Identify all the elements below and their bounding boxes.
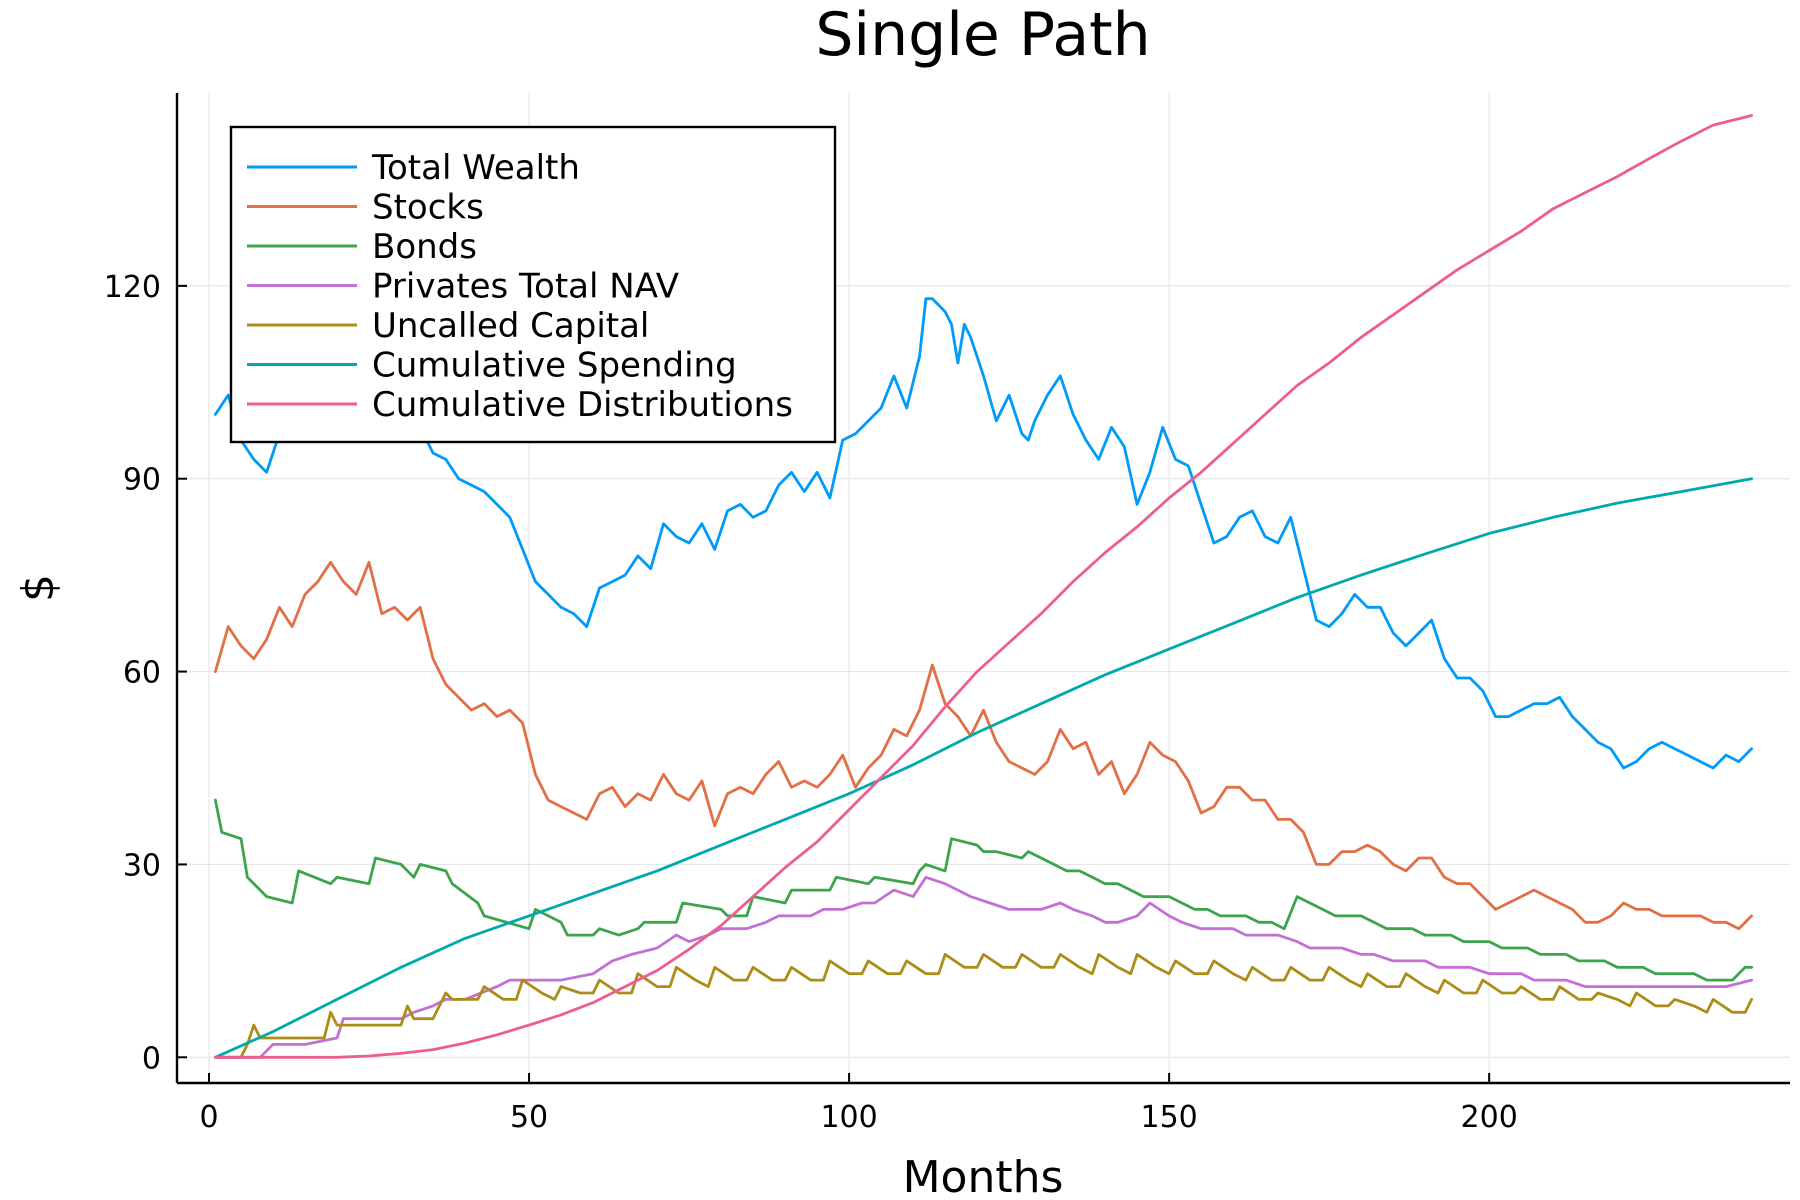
legend-label-cumulative-distributions: Cumulative Distributions [372, 385, 793, 425]
series-line-total-wealth [213, 297, 1753, 770]
series-line-privates-total-nav [213, 875, 1753, 1059]
series-line-cumulative-spending [213, 477, 1753, 1059]
series-line-cumulative-distributions [213, 114, 1753, 1059]
x-tick-label: 100 [820, 1100, 877, 1135]
series-lines [213, 114, 1753, 1059]
x-tick-label: 150 [1140, 1100, 1197, 1135]
y-tick-label: 120 [104, 270, 161, 305]
y-axis-label: $ [13, 574, 64, 602]
legend-label-stocks: Stocks [372, 188, 484, 228]
legend-label-privates-total-nav: Privates Total NAV [372, 267, 679, 307]
x-axis-label: Months [903, 1152, 1064, 1200]
legend-label-cumulative-spending: Cumulative Spending [372, 346, 737, 386]
axes [175, 93, 1790, 1085]
legend-label-uncalled-capital: Uncalled Capital [372, 306, 649, 346]
x-tick-label: 50 [510, 1100, 548, 1135]
legend-label-total-wealth: Total Wealth [371, 148, 580, 188]
y-tick-label: 60 [123, 656, 161, 691]
y-tick-label: 0 [142, 1041, 161, 1076]
legend-label-bonds: Bonds [372, 227, 477, 267]
y-tick-label: 90 [123, 463, 161, 498]
tick-labels: 0 50 100 150 200 0 30 60 90 120 [104, 270, 1518, 1135]
y-tick-label: 30 [123, 848, 161, 883]
series-line-uncalled-capital [213, 953, 1753, 1059]
chart-title: Single Path [815, 0, 1150, 70]
series-line-stocks [213, 560, 1753, 931]
series-line-bonds [213, 798, 1753, 982]
x-tick-label: 0 [199, 1100, 218, 1135]
x-tick-label: 200 [1461, 1100, 1518, 1135]
